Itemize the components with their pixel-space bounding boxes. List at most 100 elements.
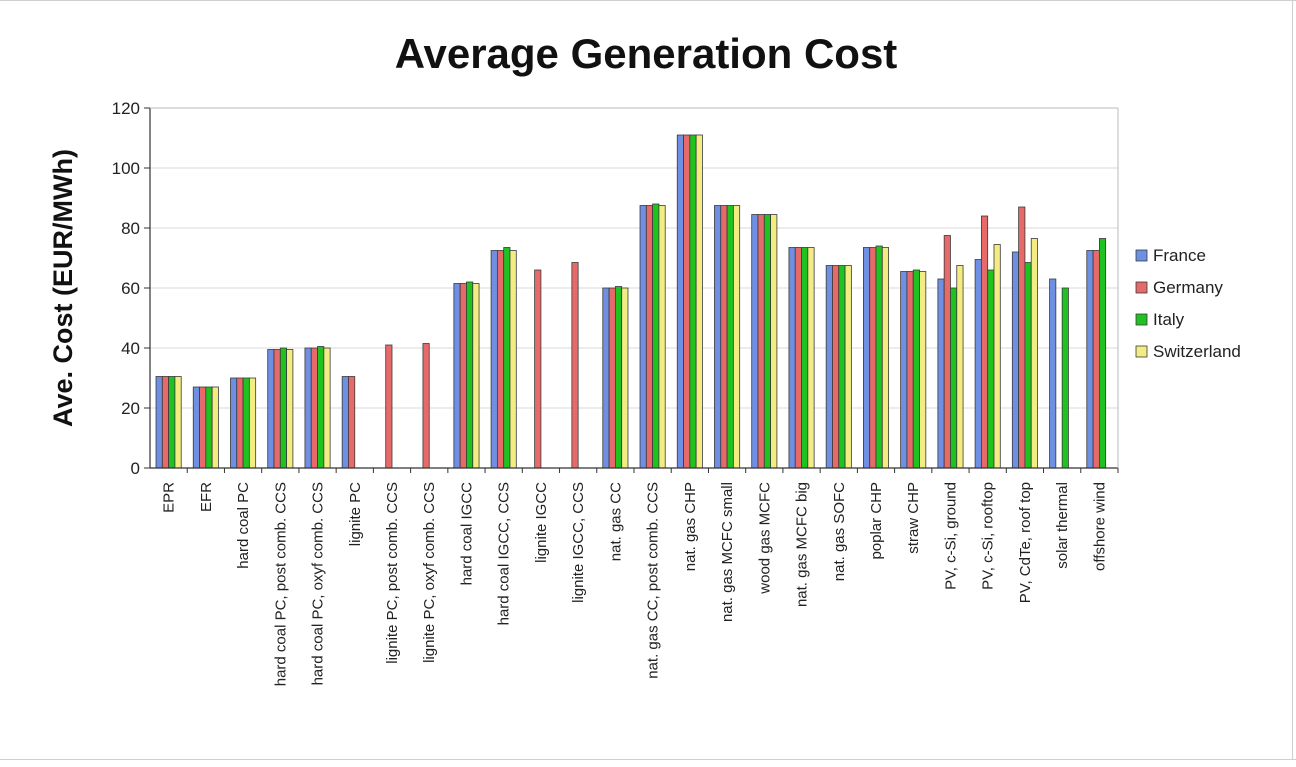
- bar-germany-hard-coal-pc-oxyf-comb-ccs: [310, 347, 318, 469]
- x-tick-label-straw-chp: straw CHP: [905, 482, 922, 554]
- bar-italy-nat-gas-chp: [689, 134, 697, 469]
- bar-switzerland-nat-gas-chp: [695, 134, 703, 469]
- bar-italy-hard-coal-pc-oxyf-comb-ccs: [317, 346, 325, 469]
- legend-swatch-switzerland: [1135, 345, 1148, 358]
- bar-france-straw-chp: [900, 271, 908, 469]
- x-tick-label-poplar-chp: poplar CHP: [868, 482, 885, 560]
- bar-france-nat-gas-mcfc-big: [788, 247, 796, 469]
- bar-italy-poplar-chp: [875, 245, 883, 469]
- bar-switzerland-nat-gas-cc-post-comb-ccs: [658, 205, 666, 469]
- x-tick-label-offshore-wind: offshore wind: [1091, 482, 1108, 571]
- bar-italy-offshore-wind: [1098, 238, 1107, 469]
- frame-bottom-border: [0, 759, 1296, 760]
- gridlines: [150, 107, 1118, 409]
- bar-italy-hard-coal-igcc-ccs: [503, 247, 511, 469]
- x-tick-label-lignite-pc: lignite PC: [347, 482, 364, 546]
- bar-germany-lignite-pc-post-comb-ccs: [385, 344, 393, 469]
- bar-france-pv-c-si-ground: [937, 278, 945, 469]
- bar-france-hard-coal-pc-post-comb-ccs: [267, 349, 275, 469]
- legend: France Germany Italy Switzerland: [1135, 246, 1241, 361]
- chart-title: Average Generation Cost: [395, 30, 898, 77]
- bar-switzerland-pv-cdte-roof-top: [1030, 238, 1038, 469]
- bar-germany-lignite-pc: [348, 376, 356, 469]
- bar-switzerland-nat-gas-sofc: [844, 265, 852, 469]
- x-tick-label-lignite-igcc-ccs: lignite IGCC, CCS: [570, 482, 587, 603]
- bar-france-nat-gas-mcfc-small: [714, 205, 722, 469]
- bar-switzerland-hard-coal-igcc: [472, 283, 480, 469]
- bar-france-wood-gas-mcfc: [751, 214, 759, 469]
- legend-swatch-france: [1135, 249, 1148, 262]
- x-tick-label-pv-cdte-roof-top: PV, CdTe, roof top: [1017, 482, 1034, 603]
- y-tick-label-60: 60: [121, 279, 140, 298]
- bar-switzerland-hard-coal-igcc-ccs: [509, 250, 517, 469]
- x-tick-label-lignite-igcc: lignite IGCC: [533, 482, 550, 563]
- x-tick-label-lignite-pc-post-comb-ccs: lignite PC, post comb. CCS: [384, 482, 401, 664]
- bar-italy-nat-gas-cc: [614, 286, 623, 469]
- bar-france-nat-gas-cc-post-comb-ccs: [639, 205, 647, 469]
- x-tick-label-hard-coal-pc-post-comb-ccs: hard coal PC, post comb. CCS: [272, 482, 289, 686]
- bar-italy-efr: [205, 386, 213, 469]
- bar-germany-pv-c-si-ground: [943, 235, 951, 469]
- bar-switzerland-straw-chp: [919, 271, 927, 469]
- x-tick-label-pv-c-si-ground: PV, c-Si, ground: [942, 482, 959, 590]
- bar-france-efr: [192, 386, 200, 469]
- bar-france-pv-cdte-roof-top: [1011, 251, 1020, 469]
- x-tick-label-nat-gas-chp: nat. gas CHP: [682, 482, 699, 571]
- legend-label-france: France: [1153, 246, 1206, 265]
- bar-france-offshore-wind: [1086, 250, 1094, 469]
- bar-italy-hard-coal-pc: [242, 377, 250, 469]
- x-tick-label-wood-gas-mcfc: wood gas MCFC: [756, 482, 773, 595]
- x-tick-label-hard-coal-igcc-ccs: hard coal IGCC, CCS: [496, 482, 513, 625]
- legend-label-switzerland: Switzerland: [1153, 342, 1241, 361]
- bar-germany-hard-coal-igcc: [459, 283, 467, 469]
- bar-germany-lignite-igcc: [534, 269, 542, 469]
- bar-italy-pv-c-si-ground: [950, 287, 958, 469]
- bar-italy-hard-coal-igcc: [466, 281, 474, 469]
- bar-germany-lignite-pc-oxyf-comb-ccs: [422, 343, 430, 469]
- bar-germany-hard-coal-igcc-ccs: [496, 250, 505, 469]
- axes: 0 20 40 60 80 100 120 EPR EFR hard coal PC hard co…: [112, 99, 1119, 686]
- frame-right-border: [1292, 0, 1293, 760]
- bar-switzerland-nat-gas-mcfc-big: [807, 247, 815, 469]
- bar-switzerland-nat-gas-cc: [621, 287, 629, 469]
- x-tick-label-hard-coal-pc: hard coal PC: [235, 482, 252, 569]
- frame-top-border: [0, 0, 1296, 1]
- bar-germany-wood-gas-mcfc: [757, 214, 765, 469]
- x-tick-label-hard-coal-igcc: hard coal IGCC: [458, 482, 475, 586]
- x-tick-label-nat-gas-cc-post-comb-ccs: nat. gas CC, post comb. CCS: [645, 482, 662, 679]
- x-tick-label-lignite-pc-oxyf-comb-ccs: lignite PC, oxyf comb. CCS: [421, 482, 438, 663]
- bar-france-hard-coal-igcc-ccs: [490, 250, 498, 469]
- y-tick-label-100: 100: [112, 159, 140, 178]
- bar-germany-pv-c-si-rooftop: [980, 215, 989, 469]
- bar-switzerland-wood-gas-mcfc: [770, 214, 778, 469]
- bar-france-nat-gas-chp: [676, 134, 684, 469]
- x-tick-label-pv-c-si-rooftop: PV, c-Si, rooftop: [980, 482, 997, 590]
- y-tick-label-20: 20: [121, 399, 140, 418]
- x-tick-label-nat-gas-cc: nat. gas CC: [607, 482, 624, 561]
- bar-italy-pv-cdte-roof-top: [1024, 262, 1032, 469]
- bar-germany-offshore-wind: [1092, 250, 1100, 469]
- legend-swatch-germany: [1135, 281, 1148, 294]
- legend-label-germany: Germany: [1153, 278, 1223, 297]
- bar-germany-poplar-chp: [869, 247, 877, 469]
- bar-italy-nat-gas-sofc: [838, 265, 846, 469]
- y-axis-label: Ave. Cost (EUR/MWh): [48, 149, 78, 427]
- bar-france-solar-thermal: [1049, 278, 1057, 469]
- bar-germany-hard-coal-pc: [236, 377, 244, 469]
- bar-germany-nat-gas-mcfc-small: [720, 205, 728, 469]
- bar-germany-lignite-igcc-ccs: [571, 262, 579, 469]
- x-tick-label-nat-gas-sofc: nat. gas SOFC: [831, 482, 848, 581]
- bar-italy-wood-gas-mcfc: [763, 214, 772, 469]
- bar-italy-straw-chp: [912, 269, 920, 469]
- bar-switzerland-efr: [211, 386, 219, 469]
- x-tick-label-hard-coal-pc-oxyf-comb-ccs: hard coal PC, oxyf comb. CCS: [310, 482, 327, 685]
- x-tick-label-nat-gas-mcfc-small: nat. gas MCFC small: [719, 482, 736, 622]
- bar-germany-straw-chp: [906, 271, 914, 469]
- bar-italy-pv-c-si-rooftop: [987, 269, 995, 469]
- bar-switzerland-hard-coal-pc-post-comb-ccs: [286, 349, 294, 469]
- bar-switzerland-nat-gas-mcfc-small: [732, 205, 741, 469]
- legend-swatch-italy: [1135, 313, 1148, 326]
- bar-italy-hard-coal-pc-post-comb-ccs: [279, 347, 288, 469]
